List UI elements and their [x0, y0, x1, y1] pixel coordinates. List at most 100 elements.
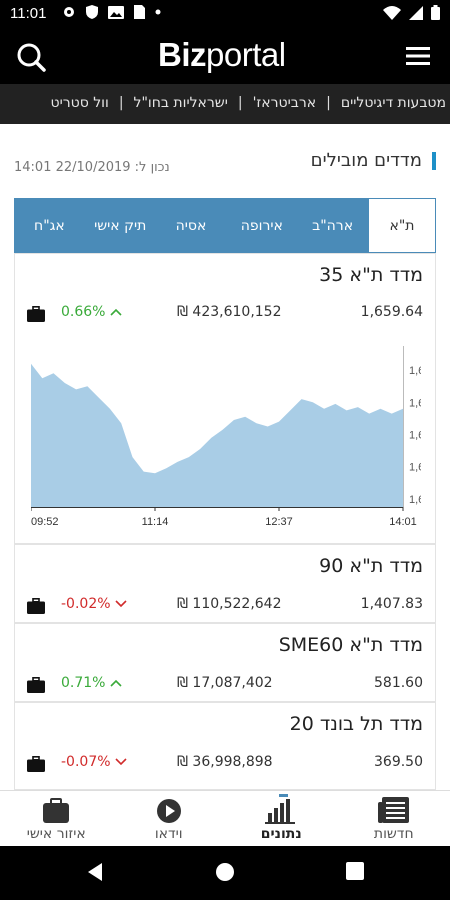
x-tick-label: 11:14 — [142, 516, 169, 528]
nav-label: וידאו — [154, 826, 183, 842]
tab-usa[interactable]: ארה"ב — [312, 217, 354, 234]
briefcase-icon — [27, 756, 45, 772]
section-title: מדדים מובילים — [310, 150, 422, 171]
app-header: Bizportal — [0, 28, 450, 84]
x-tick-label: 12:37 — [265, 516, 293, 528]
logo-bold-text: Biz — [158, 36, 207, 73]
nav-data[interactable]: נתונים — [225, 791, 338, 846]
y-tick-label: 1,658 — [409, 430, 421, 442]
index-card[interactable]: מדד תל בונד 20 369.50 ₪ 36,998,898 -0.07… — [14, 702, 436, 790]
section-accent-bar — [432, 151, 436, 170]
intraday-chart[interactable]: 1,654 1,656 1,658 1,660 1,662 09:52 11:14 12:37… — [30, 344, 437, 544]
index-value: 369.50 — [374, 754, 423, 770]
search-icon — [17, 43, 46, 72]
index-value: 1,659.64 — [360, 304, 423, 320]
tab-europe[interactable]: אירופה — [240, 217, 283, 234]
nav-label: איזור אישי — [26, 826, 86, 842]
portfolio-button[interactable] — [27, 756, 45, 776]
nav-news[interactable]: חדשות — [338, 791, 450, 846]
category-item[interactable]: ארביטראז' — [252, 95, 317, 111]
notification-dot-icon — [155, 9, 161, 15]
market-tabs: ת"א ארה"ב אירופה אסיה תיק אישי אג"ח — [14, 198, 436, 253]
system-navigation-bar — [0, 846, 450, 900]
tab-personal-portfolio[interactable]: תיק אישי — [94, 217, 147, 234]
index-card[interactable]: מדד ת"א 35 1,659.64 ₪ 423,610,152 0.66% … — [14, 253, 437, 544]
index-stats-row: 581.60 ₪ 17,087,402 0.71% — [15, 675, 435, 697]
change-percent: -0.07% — [61, 754, 111, 770]
arrow-up-icon — [110, 308, 122, 316]
index-turnover: ₪ 110,522,642 — [177, 596, 282, 612]
category-item[interactable]: מטבעות דיגיטליים — [340, 95, 446, 111]
nav-personal-area[interactable]: איזור אישי — [0, 791, 113, 846]
status-bar: 11:01 — [0, 0, 450, 28]
index-name: מדד ת"א 90 — [319, 555, 423, 577]
status-time: 11:01 — [10, 5, 47, 22]
bar-chart-icon — [265, 794, 296, 824]
battery-icon — [431, 5, 440, 20]
nav-label: נתונים — [260, 826, 302, 842]
index-change: 0.66% — [61, 304, 122, 320]
index-card[interactable]: מדד ת"א 90 1,407.83 ₪ 110,522,642 -0.02% — [14, 544, 436, 623]
portfolio-button[interactable] — [27, 598, 45, 618]
category-strip: מטבעות דיגיטליים | ארביטראז' | ישראליות … — [0, 84, 450, 124]
briefcase-icon — [27, 677, 45, 693]
index-name: מדד תל בונד 20 — [289, 713, 423, 735]
index-turnover: ₪ 423,610,152 — [177, 304, 282, 320]
home-icon[interactable] — [215, 862, 235, 882]
arrow-up-icon — [110, 679, 122, 687]
logo-light-text: portal — [206, 36, 286, 73]
tab-tel-aviv[interactable]: ת"א — [368, 198, 436, 253]
category-item[interactable]: ישראליות בחו"ל — [133, 95, 228, 111]
bizportal-logo[interactable]: Bizportal — [158, 36, 286, 74]
briefcase-icon — [27, 306, 45, 322]
news-icon — [377, 797, 409, 823]
y-tick-label: 1,654 — [409, 494, 421, 506]
play-icon — [156, 799, 181, 823]
tab-asia[interactable]: אסיה — [175, 217, 207, 234]
category-item[interactable]: וול סטריט — [50, 95, 109, 111]
menu-button[interactable] — [406, 46, 430, 70]
arrow-down-icon — [115, 600, 127, 608]
image-icon — [108, 5, 124, 19]
signal-icon — [409, 5, 423, 20]
y-tick-label: 1,660 — [409, 397, 421, 409]
index-change: 0.71% — [61, 675, 122, 691]
back-icon[interactable] — [86, 862, 104, 882]
index-value: 1,407.83 — [360, 596, 423, 612]
index-turnover: ₪ 36,998,898 — [177, 754, 273, 770]
sim-card-icon — [134, 5, 145, 19]
index-change: -0.07% — [61, 754, 127, 770]
y-tick-label: 1,662 — [409, 365, 421, 377]
intraday-chart-svg: 1,654 1,656 1,658 1,660 1,662 09:52 11:14 12:37… — [30, 346, 437, 528]
index-value: 581.60 — [374, 675, 423, 691]
portfolio-button[interactable] — [27, 677, 45, 697]
change-percent: 0.66% — [61, 304, 106, 320]
index-change: -0.02% — [61, 596, 127, 612]
bottom-navigation: איזור אישי וידאו נתונים חדשות — [0, 790, 450, 846]
arrow-down-icon — [115, 758, 127, 766]
x-tick-label: 14:01 — [389, 516, 417, 528]
briefcase-icon — [43, 798, 70, 823]
recents-icon[interactable] — [346, 862, 364, 880]
portfolio-button[interactable] — [27, 306, 45, 326]
x-tick-label: 09:52 — [31, 516, 59, 528]
search-button[interactable] — [16, 42, 46, 76]
nav-label: חדשות — [373, 826, 414, 842]
section-header: מדדים מובילים — [311, 150, 436, 171]
change-percent: 0.71% — [61, 675, 106, 691]
settings-icon — [64, 7, 74, 17]
wifi-icon — [383, 5, 401, 20]
tab-bonds[interactable]: אג"ח — [34, 217, 65, 234]
index-turnover: ₪ 17,087,402 — [177, 675, 273, 691]
y-tick-label: 1,656 — [409, 462, 421, 474]
nav-video[interactable]: וידאו — [113, 791, 226, 846]
change-percent: -0.02% — [61, 596, 111, 612]
category-separator: | — [237, 95, 243, 111]
hamburger-menu-icon — [406, 47, 430, 65]
index-card[interactable]: מדד ת"א SME60 581.60 ₪ 17,087,402 0.71% — [14, 623, 436, 702]
index-stats-row: 369.50 ₪ 36,998,898 -0.07% — [15, 754, 435, 776]
index-stats-row: 1,407.83 ₪ 110,522,642 -0.02% — [15, 596, 435, 618]
index-name: מדד ת"א SME60 — [278, 634, 423, 656]
last-updated: נכון ל: 22/10/2019 14:01 — [14, 160, 170, 175]
chart-area — [31, 363, 403, 507]
